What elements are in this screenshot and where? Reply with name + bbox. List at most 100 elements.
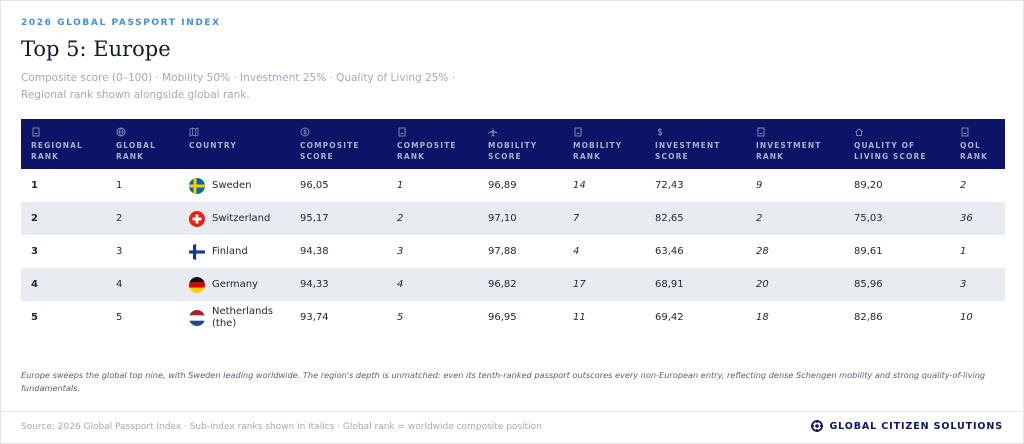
global-rank-cell: 4 (106, 268, 179, 301)
country: Switzerland (189, 210, 290, 227)
gcs-logo-icon (811, 420, 824, 432)
country-cell: Germany (179, 268, 290, 301)
country-name: Switzerland (212, 212, 271, 224)
qol-score-cell: 75,03 (844, 202, 950, 235)
eyebrow-label: 2026 GLOBAL PASSPORT INDEX (21, 18, 221, 28)
subtitle-line-1: Composite score (0–100) · Mobility 50% ·… (21, 72, 456, 84)
regional-rank-cell: 2 (21, 202, 106, 235)
column-header[interactable]: REGIONAL RANK (21, 119, 106, 169)
globe-icon (116, 127, 179, 139)
column-header[interactable]: COMPOSITE RANK (387, 119, 478, 169)
regional-rank-cell: 1 (31, 180, 38, 191)
mobility-rank-cell: 7 (563, 202, 645, 235)
qol-rank-cell: 2 (960, 180, 967, 191)
column-header[interactable]: COMPOSITE SCORE (290, 119, 387, 169)
column-header[interactable]: GLOBAL RANK (106, 119, 179, 169)
sweden-flag-icon (189, 177, 205, 194)
investment-score-cell: 68,91 (645, 268, 746, 301)
mobility-score-cell: 96,95 (488, 312, 517, 323)
country-cell: Finland (179, 235, 290, 268)
table-row[interactable]: 5 5 Netherlands (the) 93,74 5 96,95 11 69,42 18 8… (21, 301, 1005, 334)
column-header[interactable]: QOL RANK (950, 119, 1005, 169)
column-header-label: RANK (116, 151, 145, 161)
table-row[interactable]: 3 3 Finland 94,38 3 97,88 4 63,46 28 89,61 1 (21, 235, 1005, 268)
country-cell: Switzerland (179, 202, 290, 235)
brand-logo[interactable]: GLOBAL CITIZEN SOLUTIONS (811, 420, 1003, 432)
qol-score-cell: 89,20 (854, 180, 883, 191)
column-header[interactable]: MOBILITY RANK (563, 119, 645, 169)
country-name: Sweden (212, 179, 252, 191)
investment-rank-cell: 20 (746, 268, 844, 301)
mobility-score-cell: 96,89 (488, 180, 517, 191)
mobility-rank-cell: 17 (563, 268, 645, 301)
column-header-label: RANK (31, 151, 60, 161)
column-header-label: SCORE (655, 151, 689, 161)
column-header-label: RANK (960, 151, 989, 161)
subtitle-line-2: Regional rank shown alongside global ran… (21, 89, 250, 101)
country: Finland (189, 243, 290, 260)
mobility-score-cell: 96,82 (478, 268, 563, 301)
column-header-label: LIVING SCORE (854, 151, 927, 161)
table-row[interactable]: 1 1 Sweden 96,05 1 96,89 14 72,43 9 89,20 2 (21, 169, 1005, 202)
mobility-rank-cell: 11 (573, 312, 586, 323)
country: Germany (189, 276, 290, 293)
column-header[interactable]: INVESTMENT SCORE (645, 119, 746, 169)
column-header-label: REGIONAL (31, 141, 83, 150)
map-icon (189, 127, 290, 139)
column-header-label: QOL (960, 141, 981, 150)
investment-score-cell: 82,65 (645, 202, 746, 235)
composite-score-cell: 93,74 (300, 312, 329, 323)
switzerland-flag-icon (189, 210, 205, 227)
column-header[interactable]: MOBILITY SCORE (478, 119, 563, 169)
regional-rank-cell: 5 (31, 312, 38, 323)
investment-rank-cell: 28 (756, 246, 769, 257)
table-header-row: REGIONAL RANK GLOBAL RANK COUNTRY COMPOSITE SC… (21, 119, 1005, 169)
composite-score-cell: 95,17 (290, 202, 387, 235)
composite-rank-cell: 4 (387, 268, 478, 301)
column-header-label: COUNTRY (189, 141, 237, 150)
global-rank-cell: 1 (116, 180, 123, 191)
qol-score-cell: 89,61 (854, 246, 883, 257)
global-rank-cell: 2 (106, 202, 179, 235)
column-header-label: RANK (397, 151, 426, 161)
table-row[interactable]: 4 4 Germany 94,33 4 96,82 17 68,91 20 85,96 3 (21, 268, 1005, 301)
germany-flag-icon (189, 276, 205, 293)
qol-rank-cell: 36 (950, 202, 1005, 235)
column-header[interactable]: COUNTRY (179, 119, 290, 169)
mobility-rank-cell: 4 (573, 246, 580, 257)
composite-score-cell: 94,33 (290, 268, 387, 301)
column-header-label: QUALITY OF (854, 141, 916, 150)
column-header-label: SCORE (300, 151, 334, 161)
mobility-score-cell: 97,88 (488, 246, 517, 257)
footer-divider (1, 411, 1024, 412)
column-header[interactable]: INVESTMENT RANK (746, 119, 844, 169)
column-header-label: RANK (573, 151, 602, 161)
composite-score-cell: 96,05 (300, 180, 329, 191)
column-header-label: RANK (756, 151, 785, 161)
column-header-label: INVESTMENT (655, 141, 721, 150)
table-row[interactable]: 2 2 Switzerland 95,17 2 97,10 7 82,65 2 75,03 36 (21, 202, 1005, 235)
column-header-label: COMPOSITE (397, 141, 457, 150)
country-name: Germany (212, 278, 258, 290)
country: Sweden (189, 177, 290, 194)
country-name: Netherlands (the) (212, 305, 273, 329)
country-cell: Sweden (179, 169, 290, 202)
ranking-table: REGIONAL RANK GLOBAL RANK COUNTRY COMPOSITE SC… (21, 119, 1005, 334)
qol-rank-cell: 10 (960, 312, 973, 323)
composite-rank-cell: 1 (397, 180, 404, 191)
qol-score-cell: 82,86 (854, 312, 883, 323)
document-icon (756, 127, 844, 139)
country: Netherlands (the) (189, 306, 290, 330)
qol-rank-cell: 1 (960, 246, 967, 257)
column-header-label: SCORE (488, 151, 522, 161)
document-icon (573, 127, 645, 139)
document-icon (397, 127, 478, 139)
composite-rank-cell: 2 (387, 202, 478, 235)
column-header-label: COMPOSITE (300, 141, 360, 150)
column-header[interactable]: QUALITY OF LIVING SCORE (844, 119, 950, 169)
subtitle: Composite score (0–100) · Mobility 50% ·… (21, 70, 541, 104)
composite-score-cell: 94,38 (300, 246, 329, 257)
mobility-score-cell: 97,10 (478, 202, 563, 235)
column-header-label: MOBILITY (488, 141, 538, 150)
investment-score-cell: 72,43 (655, 180, 684, 191)
